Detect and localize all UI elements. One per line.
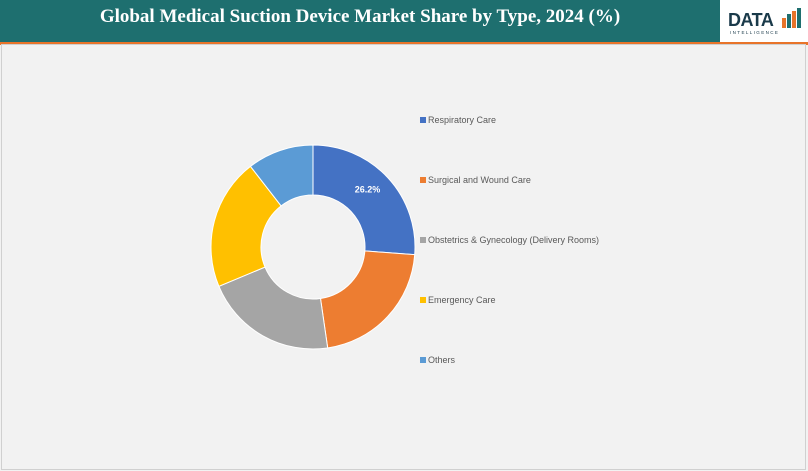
header-bar: Global Medical Suction Device Market Sha… — [0, 0, 808, 45]
legend-swatch-3 — [420, 297, 426, 303]
legend-item-2: Obstetrics & Gynecology (Delivery Rooms) — [420, 235, 599, 245]
donut-slice-4 — [249, 144, 314, 207]
legend-swatch-0 — [420, 117, 426, 123]
logo: DATA INTELLIGENCE — [720, 0, 808, 42]
legend-item-3: Emergency Care — [420, 295, 496, 305]
chart-panel: 26.2% Respiratory Care Surgical and Wound… — [1, 44, 806, 470]
logo-text: DATA — [728, 10, 774, 30]
legend-label-4: Others — [428, 355, 456, 365]
legend-swatch-4 — [420, 357, 426, 363]
legend-swatch-2 — [420, 237, 426, 243]
chart-title: Global Medical Suction Device Market Sha… — [99, 6, 621, 27]
legend-label-0: Respiratory Care — [428, 115, 497, 125]
legend-item-0: Respiratory Care — [420, 115, 496, 125]
legend-label-3: Emergency Care — [428, 295, 496, 305]
logo-subtext: INTELLIGENCE — [730, 30, 780, 35]
donut-slice-0 — [312, 144, 416, 256]
donut-slice-1 — [319, 250, 416, 349]
legend-item-1: Surgical and Wound Care — [420, 175, 531, 185]
data-label-0: 26.2% — [355, 185, 381, 195]
legend-item-4: Others — [420, 355, 455, 365]
legend-label-1: Surgical and Wound Care — [428, 175, 531, 185]
logo-bars-icon — [782, 8, 801, 28]
legend-swatch-1 — [420, 177, 426, 183]
donut-chart: 26.2% — [210, 144, 416, 350]
legend-label-2: Obstetrics & Gynecology (Delivery Rooms) — [428, 235, 600, 245]
